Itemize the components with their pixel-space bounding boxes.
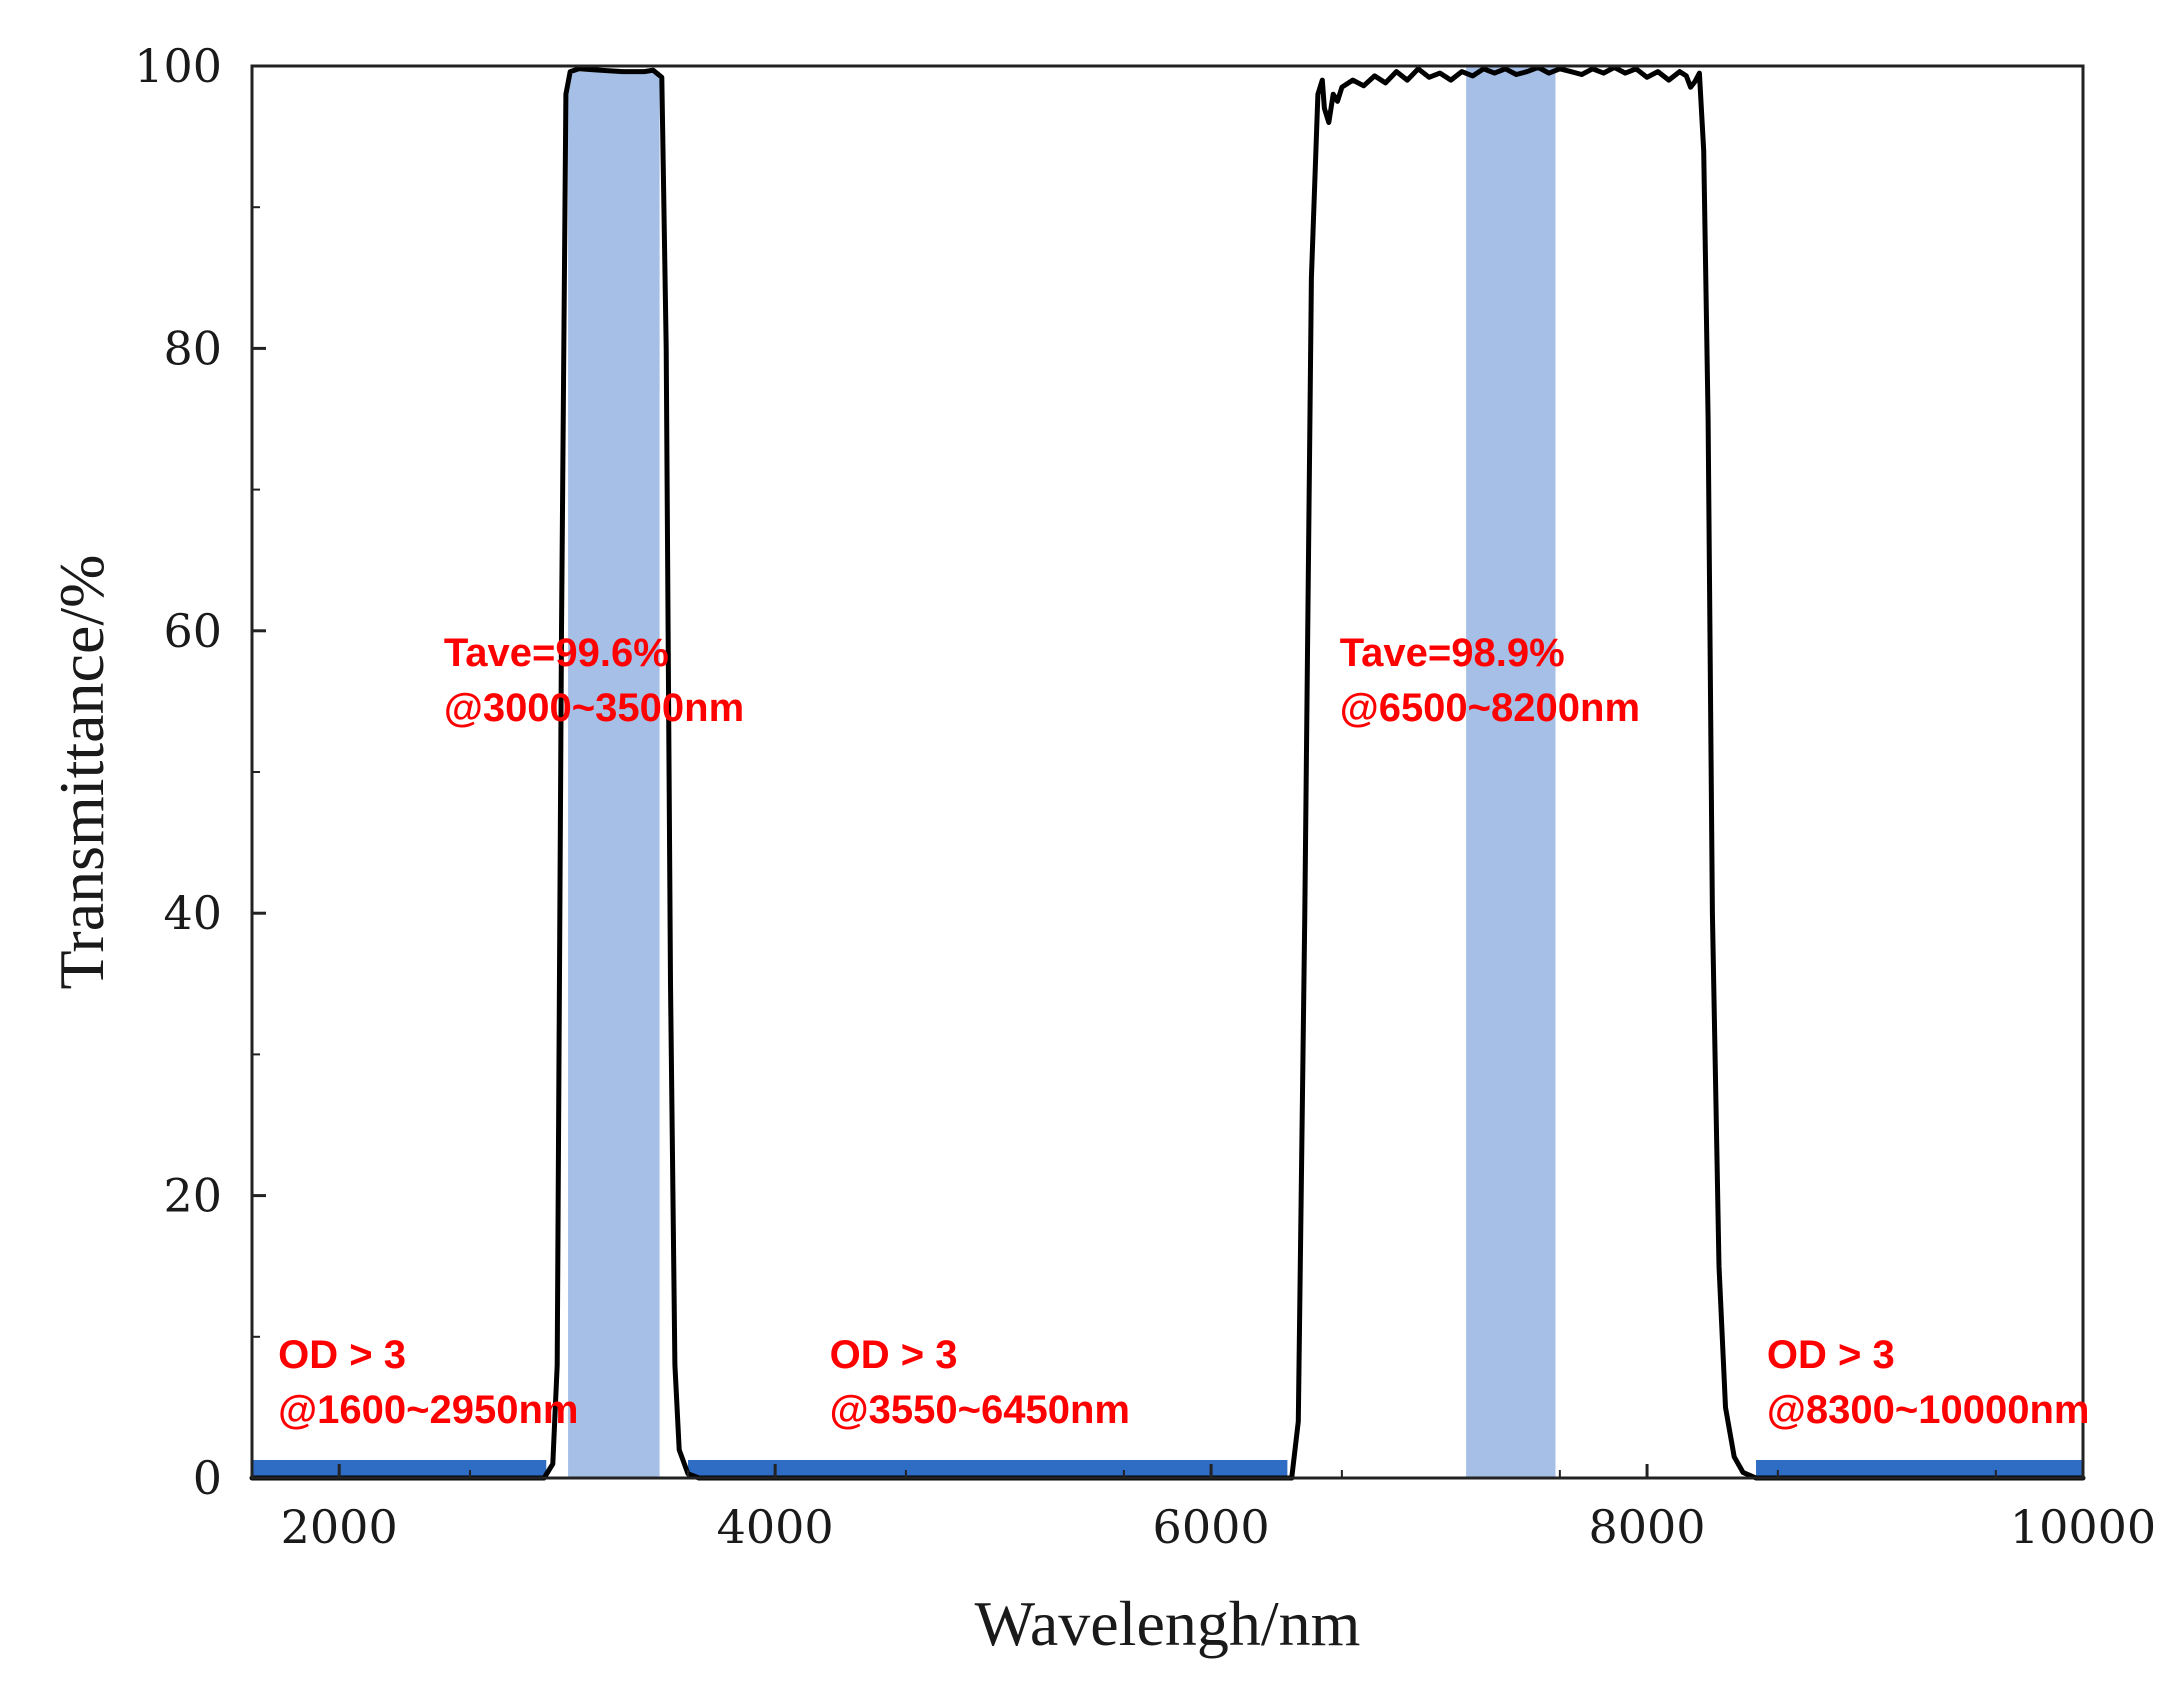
annotation-2-line2: @6500~8200nm — [1340, 686, 1640, 730]
blocking-bar-3 — [1756, 1460, 2083, 1478]
annotation-2-line1: Tave=98.9% — [1340, 631, 1565, 675]
annotation-5-line2: @8300~10000nm — [1767, 1388, 2090, 1432]
y-tick-label-80: 80 — [163, 321, 222, 375]
x-tick-label-6000: 6000 — [1153, 1500, 1270, 1554]
annotation-3-line1: OD > 3 — [278, 1333, 406, 1377]
y-tick-label-40: 40 — [163, 886, 222, 940]
annotation-1-line1: Tave=99.6% — [444, 631, 669, 675]
x-axis-title: Wavelengh/nm — [975, 1588, 1361, 1659]
passband-shade-2 — [1466, 66, 1556, 1478]
annotation-3-line2: @1600~2950nm — [278, 1388, 578, 1432]
series-line-transmittance — [249, 64, 2086, 1481]
blocking-bar-2 — [687, 1460, 1288, 1478]
passband-shade-1 — [568, 71, 660, 1479]
annotation-4-line2: @3550~6450nm — [830, 1388, 1130, 1432]
shaded-bands — [568, 66, 1556, 1479]
annotation-5-line1: OD > 3 — [1767, 1333, 1895, 1377]
annotation-1-line2: @3000~3500nm — [444, 686, 744, 730]
series-layer — [249, 64, 2086, 1481]
y-tick-label-100: 100 — [134, 39, 222, 93]
y-tick-label-60: 60 — [163, 604, 222, 658]
blocking-bars — [252, 1460, 2083, 1478]
blocking-bar-1 — [252, 1460, 547, 1478]
axis-ticks: 2000 4000 6000 8000 10000 0 20 40 60 80 100 — [134, 39, 2156, 1554]
x-tick-label-4000: 4000 — [717, 1500, 834, 1554]
x-tick-label-10000: 10000 — [2010, 1500, 2156, 1554]
y-tick-label-0: 0 — [193, 1451, 222, 1505]
y-axis-title: Transmittance/% — [46, 555, 117, 990]
annotation-4-line1: OD > 3 — [830, 1333, 958, 1377]
x-tick-label-8000: 8000 — [1589, 1500, 1706, 1554]
y-tick-label-20: 20 — [163, 1169, 222, 1223]
annotations: Tave=99.6% @3000~3500nm Tave=98.9% @6500~82… — [278, 631, 2089, 1432]
x-tick-label-2000: 2000 — [281, 1500, 398, 1554]
